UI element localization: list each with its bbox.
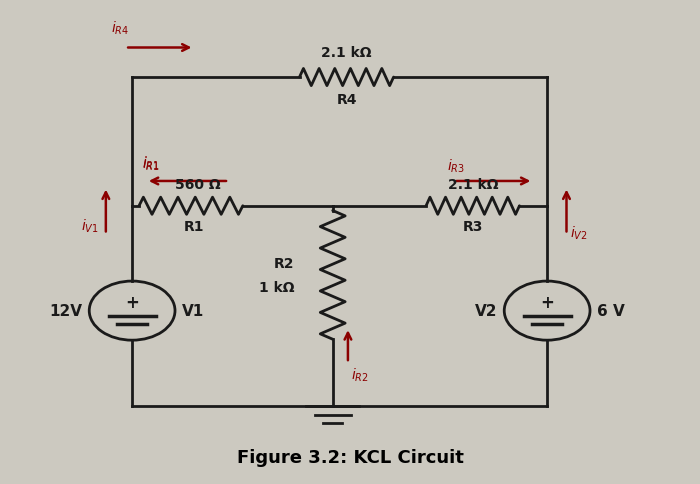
Text: R4: R4 — [336, 93, 357, 107]
Text: 1 kΩ: 1 kΩ — [259, 280, 295, 294]
Text: R1: R1 — [184, 220, 204, 234]
Text: $i_{R1}$: $i_{R1}$ — [143, 155, 160, 172]
Text: 2.1 kΩ: 2.1 kΩ — [447, 178, 498, 192]
Text: $i_{R2}$: $i_{R2}$ — [351, 366, 369, 383]
Text: R2: R2 — [274, 257, 295, 271]
Text: $i_{V2}$: $i_{V2}$ — [570, 224, 588, 241]
Text: $i_{R4}$: $i_{R4}$ — [111, 19, 130, 36]
Text: $i_{R1}$: $i_{R1}$ — [143, 156, 160, 173]
Text: +: + — [125, 294, 139, 312]
Text: V1: V1 — [182, 303, 204, 318]
Text: R3: R3 — [463, 220, 483, 234]
Text: 12V: 12V — [49, 303, 83, 318]
Text: 560 Ω: 560 Ω — [175, 178, 220, 192]
Text: +: + — [540, 294, 554, 312]
Text: Figure 3.2: KCL Circuit: Figure 3.2: KCL Circuit — [237, 449, 463, 467]
Text: $i_{V1}$: $i_{V1}$ — [81, 217, 99, 234]
Text: 2.1 kΩ: 2.1 kΩ — [321, 46, 372, 60]
Text: 6 V: 6 V — [597, 303, 624, 318]
Text: $i_{R3}$: $i_{R3}$ — [447, 157, 465, 174]
Text: V2: V2 — [475, 303, 497, 318]
